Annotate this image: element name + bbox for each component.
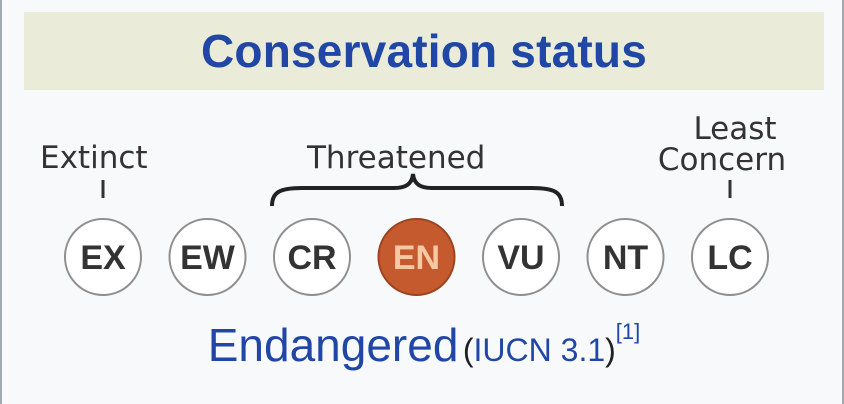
status-circle-en[interactable]: EN	[377, 218, 456, 296]
label-least-concern-line2: Concern	[657, 142, 787, 178]
status-circle-shape	[377, 218, 456, 296]
label-least-concern-line1: Least	[693, 111, 777, 147]
status-circle-shape	[168, 218, 247, 296]
status-scale: Extinct Threatened Least Concern EX EW CR E…	[2, 100, 844, 310]
status-code-label: LC	[707, 239, 752, 277]
reference-link[interactable]: [1]	[615, 319, 641, 344]
status-circle-nt[interactable]: NT	[586, 218, 665, 296]
status-name-link[interactable]: Endangered	[207, 319, 459, 371]
label-threatened: Threatened	[307, 140, 486, 176]
status-circle-lc[interactable]: LC	[691, 218, 769, 296]
status-circle-shape	[273, 218, 351, 296]
label-extinct: Extinct	[40, 140, 148, 176]
status-circle-vu[interactable]: VU	[482, 218, 560, 296]
status-line: Endangered (IUCN 3.1)[1]	[2, 318, 844, 378]
status-code-label: EW	[180, 239, 236, 277]
status-code-label: NT	[603, 239, 649, 277]
status-circle-shape	[64, 218, 142, 296]
status-code-label: EN	[393, 239, 440, 277]
status-code-label: CR	[287, 239, 336, 277]
threatened-brace	[270, 173, 564, 207]
status-circle-shape	[691, 218, 769, 296]
iucn-source-link[interactable]: IUCN 3.1	[473, 332, 606, 368]
status-circle-ex[interactable]: EX	[64, 218, 142, 296]
status-circle-ew[interactable]: EW	[168, 218, 247, 296]
close-paren: )	[605, 332, 616, 368]
open-paren: (	[462, 332, 474, 368]
status-circle-shape	[586, 218, 665, 296]
header-bar: Conservation status	[24, 12, 824, 90]
status-circle-cr[interactable]: CR	[273, 218, 351, 296]
status-scale-graphic: EX EW CR EN VU NT LC	[64, 173, 769, 296]
status-circle-shape	[482, 218, 560, 296]
status-code-label: EX	[80, 239, 126, 277]
status-code-label: VU	[497, 239, 544, 277]
page-title: Conservation status	[200, 25, 647, 77]
